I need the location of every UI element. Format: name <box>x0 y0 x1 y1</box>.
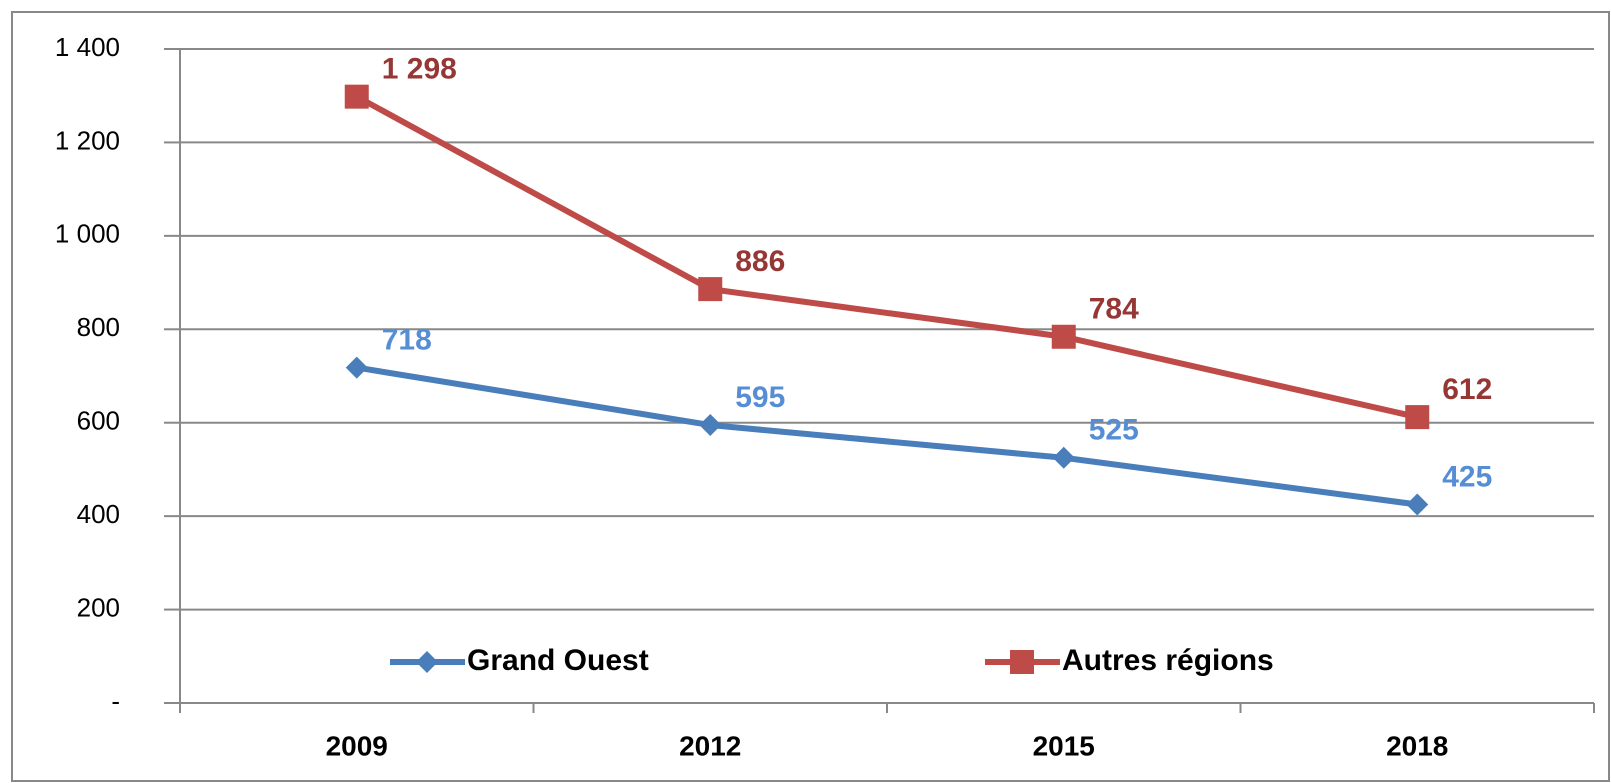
y-tick-label: 1 200 <box>55 125 120 155</box>
data-label: 525 <box>1089 414 1139 447</box>
data-label: 886 <box>735 245 785 278</box>
marker <box>344 84 369 109</box>
line <box>355 94 1418 421</box>
marker <box>1405 405 1430 430</box>
y-tick-label: 200 <box>77 592 120 622</box>
line <box>356 364 1418 508</box>
chart-border <box>11 11 1610 782</box>
marker <box>1052 446 1075 469</box>
x-tick-label: 2018 <box>1386 730 1448 761</box>
y-tick-label: 1 000 <box>55 219 120 249</box>
legend-label: Autres régions <box>1062 644 1274 677</box>
data-label: 425 <box>1442 460 1492 493</box>
marker <box>698 277 723 302</box>
y-tick-label: 1 400 <box>55 32 120 62</box>
marker <box>1406 493 1429 516</box>
data-label: 612 <box>1442 373 1492 406</box>
legend-label: Grand Ouest <box>467 644 649 677</box>
data-label: 1 298 <box>382 53 457 86</box>
y-tick-label: - <box>111 686 120 716</box>
marker <box>416 651 438 673</box>
marker <box>1010 650 1034 674</box>
data-label: 784 <box>1089 293 1139 326</box>
x-tick-label: 2015 <box>1033 730 1095 761</box>
y-tick-label: 800 <box>77 312 120 342</box>
marker <box>345 356 368 379</box>
marker <box>699 414 722 437</box>
y-tick-label: 400 <box>77 499 120 529</box>
x-tick-label: 2009 <box>326 730 388 761</box>
y-tick-label: 600 <box>77 406 120 436</box>
marker <box>1051 324 1076 349</box>
data-label: 718 <box>382 324 432 357</box>
data-label: 595 <box>735 381 785 414</box>
x-tick-label: 2012 <box>679 730 741 761</box>
